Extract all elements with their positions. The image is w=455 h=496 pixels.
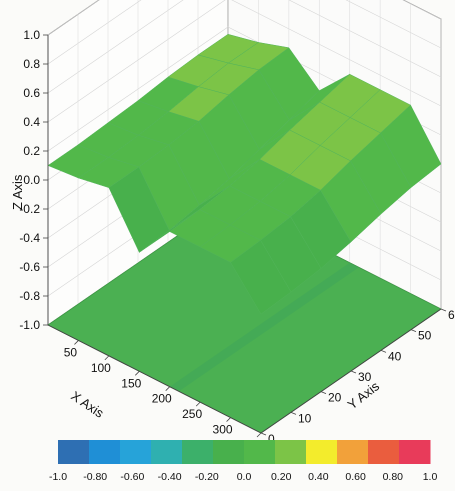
colorbar-swatch	[213, 440, 245, 464]
y-tick-label: 40	[388, 349, 402, 363]
colorbar-tick-label: -0.40	[158, 471, 182, 483]
x-axis-line	[47, 324, 262, 434]
colorbar-swatch	[151, 440, 183, 464]
z-tick-label: -0.8	[19, 289, 40, 303]
colorbar-swatch	[58, 440, 90, 464]
colorbar-tick-label: 0.60	[345, 471, 366, 483]
colorbar-tick-label: -0.80	[83, 471, 107, 483]
colorbar-tick-label: -0.60	[120, 471, 144, 483]
surface-mesh	[47, 33, 442, 315]
y-tick-label: 50	[418, 329, 432, 343]
surface-patch	[230, 239, 292, 315]
y-tick-label: 20	[328, 391, 342, 405]
colorbar-tick-label: 1.0	[423, 471, 438, 483]
colorbar-swatch	[89, 440, 121, 464]
z-tick-label: -1.0	[19, 318, 40, 332]
y-tick-mark	[380, 349, 387, 353]
y-tick-mark	[410, 329, 417, 333]
colorbar-swatch	[120, 440, 152, 464]
colorbar-swatch	[368, 440, 400, 464]
colorbar-tick-label: 0.80	[383, 471, 404, 483]
colorbar-swatch	[399, 440, 431, 464]
x-tick-label: 100	[91, 361, 111, 375]
x-tick-label: 200	[152, 392, 172, 406]
x-tick-label: 150	[121, 376, 141, 390]
z-tick-label: -0.4	[19, 231, 40, 245]
y-tick-label: 60	[448, 308, 455, 322]
colorbar-swatch	[306, 440, 338, 464]
z-tick-label: 0.8	[23, 57, 40, 71]
x-tick-label: 300	[213, 423, 233, 437]
y-tick-label: 10	[298, 411, 312, 425]
colorbar-swatch	[244, 440, 276, 464]
x-tick-mark	[256, 432, 262, 438]
x-axis-title: X Axis	[68, 388, 107, 421]
z-tick-label: 0.4	[23, 115, 40, 129]
colorbar-tick-label: 0.20	[271, 471, 292, 483]
z-tick-label: 0.2	[23, 144, 40, 158]
colorbar-tick-label: -1.0	[49, 471, 67, 483]
z-tick-label: 0.0	[23, 173, 40, 187]
y-tick-mark	[290, 411, 297, 415]
x-tick-mark	[135, 371, 140, 376]
colorbar: -1.0 -0.80 -0.60 -0.40 -0.20 0.0 0.20 0.40 0.60 0…	[49, 440, 437, 483]
colorbar-swatch	[337, 440, 369, 464]
y-tick-label: 30	[358, 370, 372, 384]
z-tick-label: -0.2	[19, 202, 40, 216]
x-tick-mark	[74, 340, 79, 345]
x-tick-label: 250	[182, 407, 202, 421]
colorbar-swatch	[182, 440, 214, 464]
colorbar-swatch	[275, 440, 307, 464]
y-tick-mark	[320, 391, 327, 395]
y-tick-mark	[260, 432, 267, 436]
colorbar-tick-label: -0.20	[195, 471, 219, 483]
z-axis-title: Z Axis	[10, 174, 25, 210]
floor-band	[169, 262, 359, 392]
z-tick-label: 1.0	[23, 28, 40, 42]
z-tick-label: 0.6	[23, 86, 40, 100]
y-tick-mark	[440, 308, 447, 312]
colorbar-tick-label: 0.40	[308, 471, 329, 483]
x-tick-mark	[165, 386, 170, 391]
y-tick-mark	[350, 370, 357, 374]
y-tick-label: 0	[268, 432, 275, 446]
x-tick-label: 50	[64, 345, 78, 359]
colorbar-tick-label: 0.0	[237, 471, 252, 483]
x-tick-mark	[195, 401, 201, 407]
z-tick-label: -0.6	[19, 260, 40, 274]
x-tick-mark	[104, 355, 110, 361]
x-tick-mark	[226, 417, 231, 422]
